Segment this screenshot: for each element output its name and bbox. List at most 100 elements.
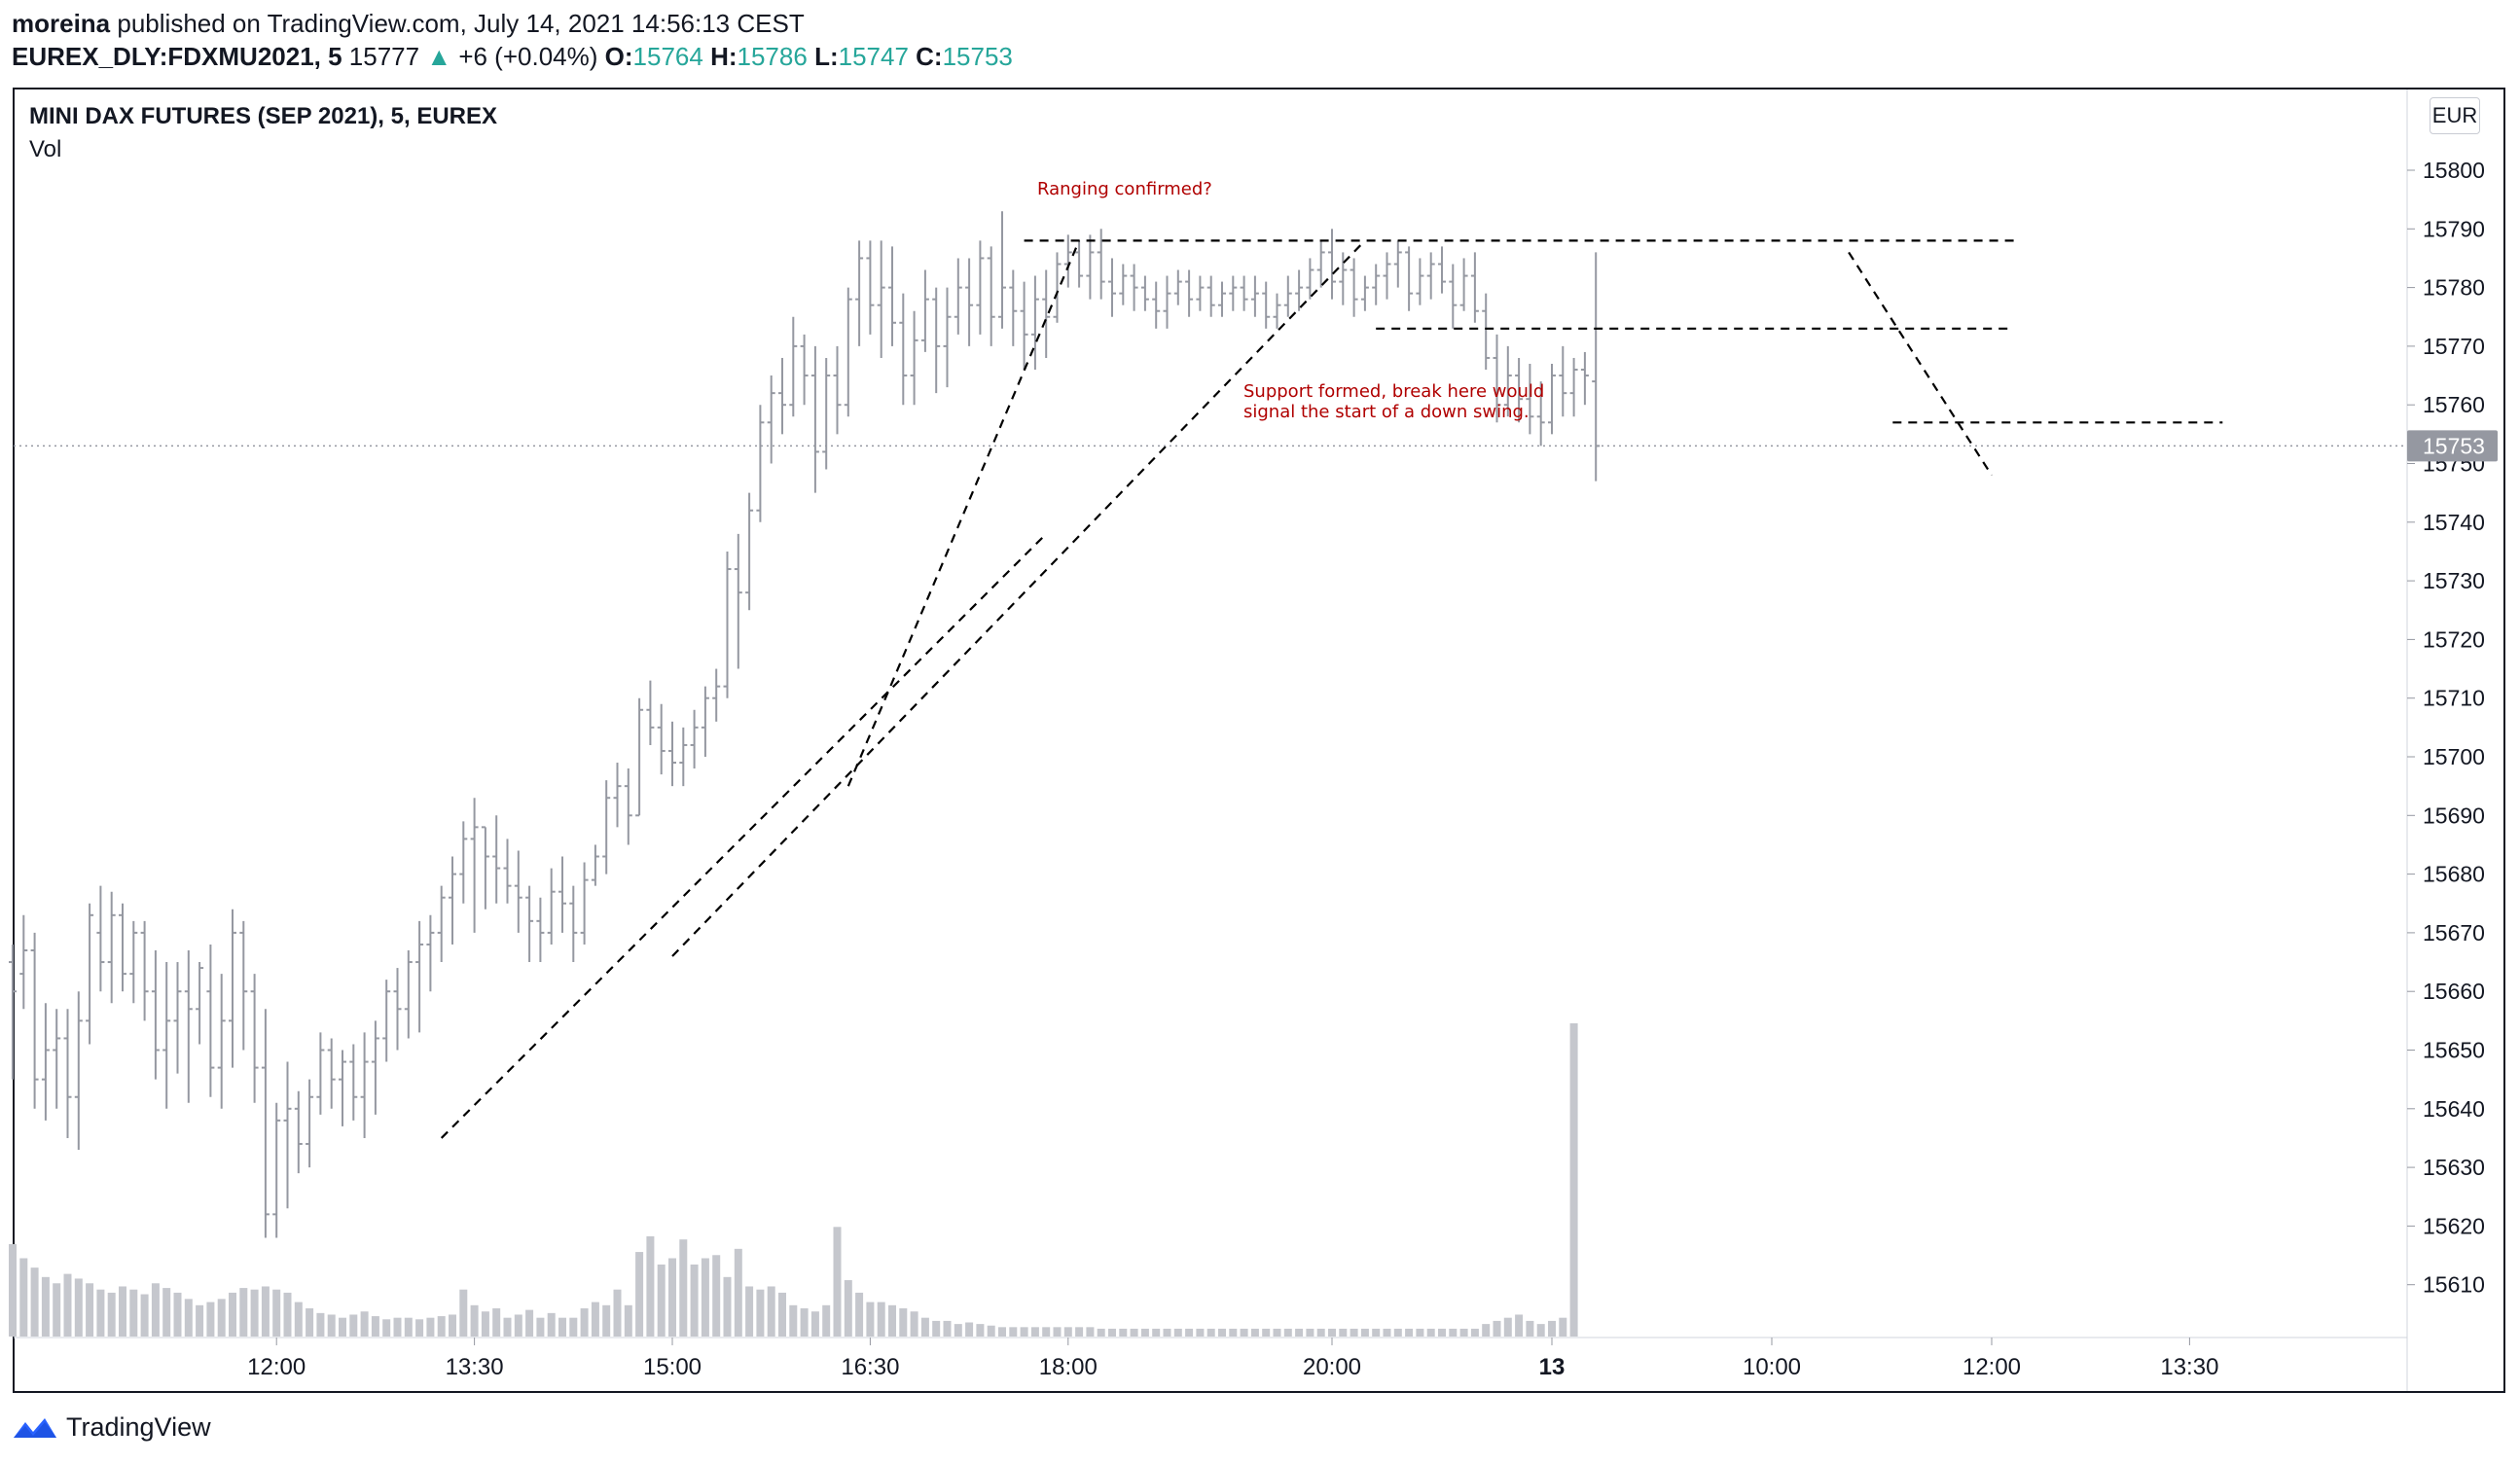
volume-bar xyxy=(954,1324,962,1337)
volume-bar xyxy=(920,1317,929,1337)
ohlc-bar xyxy=(19,914,28,1010)
volume-bar xyxy=(569,1317,578,1337)
volume-bar xyxy=(987,1325,995,1337)
volume-bar xyxy=(250,1289,259,1337)
ohlc-bar xyxy=(162,962,171,1109)
volume-bar xyxy=(1086,1327,1095,1337)
volume-bar xyxy=(107,1292,116,1337)
ohlc-bar xyxy=(459,821,468,904)
volume-bar xyxy=(283,1292,292,1337)
volume-bar xyxy=(327,1314,336,1337)
ohlc-bar xyxy=(1030,275,1039,371)
ohlc-bar xyxy=(701,686,709,757)
open-value: 15764 xyxy=(632,42,703,71)
ohlc-bar xyxy=(119,903,126,992)
volume-bar xyxy=(1130,1328,1138,1337)
ohlc-bar xyxy=(1196,275,1205,311)
symbol-info: EUREX_DLY:FDXMU2021, 5 15777 ▲ +6 (+0.04… xyxy=(12,41,1013,72)
currency-button[interactable]: EUR xyxy=(2430,97,2480,134)
ohlc-bar xyxy=(844,287,852,417)
volume-bar xyxy=(1273,1328,1281,1337)
ohlc-bar xyxy=(646,680,655,745)
ohlc-bar xyxy=(1316,240,1325,288)
time-tick-label: 15:00 xyxy=(643,1354,702,1380)
volume-bar xyxy=(1196,1328,1205,1337)
volume-bar xyxy=(701,1258,709,1337)
volume-bar xyxy=(140,1294,149,1337)
volume-bar xyxy=(30,1267,39,1337)
ohlc-bar xyxy=(1053,252,1062,323)
volume-bar xyxy=(1360,1328,1369,1337)
price-tick-label: 15780 xyxy=(2423,275,2485,301)
volume-bar xyxy=(525,1309,534,1337)
price-tick-label: 15650 xyxy=(2423,1038,2485,1063)
ohlc-bar xyxy=(426,914,435,992)
ohlc-bar xyxy=(437,885,446,963)
ohlc-bar xyxy=(53,1009,61,1109)
ohlc-bar xyxy=(800,334,809,406)
ohlc-bar xyxy=(1108,258,1116,317)
volume-bar xyxy=(767,1286,775,1337)
ohlc-bar xyxy=(173,962,182,1074)
ohlc-bar xyxy=(877,240,885,358)
ohlc-bar xyxy=(129,920,138,1004)
ohlc-bar xyxy=(229,909,236,1068)
ohlc-bar xyxy=(1206,275,1215,317)
volume-bar xyxy=(558,1317,566,1337)
price-tick-label: 15670 xyxy=(2423,920,2485,946)
symbol-name[interactable]: EUREX_DLY:FDXMU2021, 5 xyxy=(12,42,342,71)
publish-info: moreina published on TradingView.com, Ju… xyxy=(12,8,805,39)
ohlc-bar xyxy=(1383,252,1391,300)
ohlc-bar xyxy=(1536,381,1545,446)
ohlc-bar xyxy=(910,310,918,406)
tradingview-brand[interactable]: TradingView xyxy=(12,1412,211,1443)
ohlc-bar xyxy=(756,405,765,522)
volume-bar xyxy=(1350,1328,1358,1337)
volume-bar xyxy=(965,1322,974,1337)
price-tick-label: 15790 xyxy=(2423,216,2485,241)
volume-bar xyxy=(1503,1317,1512,1337)
ohlc-bar xyxy=(1152,281,1161,329)
volume-bar xyxy=(1229,1328,1238,1337)
chart-title: MINI DAX FUTURES (SEP 2021), 5, EUREX xyxy=(29,103,498,129)
volume-bar xyxy=(1393,1328,1402,1337)
ohlc-bar xyxy=(1063,234,1072,288)
volume-bar xyxy=(932,1320,941,1337)
ohlc-bar xyxy=(261,1009,270,1238)
volume-bar xyxy=(53,1283,61,1337)
volume-bar xyxy=(1030,1327,1039,1337)
volume-bar xyxy=(810,1311,819,1337)
volume-bar xyxy=(877,1302,885,1337)
ohlc-bar xyxy=(1140,275,1149,311)
annotation-text: signal the start of a down swing. xyxy=(1243,402,1530,422)
ohlc-bar xyxy=(404,949,413,1039)
ohlc-bar xyxy=(1328,229,1336,300)
volume-bar xyxy=(833,1227,842,1337)
volume-bar xyxy=(19,1258,28,1337)
volume-bar xyxy=(547,1312,556,1337)
author-name[interactable]: moreina xyxy=(12,9,111,38)
volume-bar xyxy=(1250,1328,1259,1337)
ohlc-bar xyxy=(833,345,842,435)
volume-bar xyxy=(1316,1328,1325,1337)
volume-bar xyxy=(206,1302,215,1337)
volume-bar xyxy=(360,1311,369,1337)
volume-bar xyxy=(151,1283,160,1337)
volume-bar xyxy=(503,1317,512,1337)
price-tick-label: 15660 xyxy=(2423,979,2485,1004)
ohlc-bar xyxy=(470,798,479,933)
ohlc-bar xyxy=(1240,275,1248,311)
ohlc-bar xyxy=(449,856,456,945)
volume-bar xyxy=(393,1317,402,1337)
time-tick-label: 12:00 xyxy=(247,1354,306,1380)
volume-bar xyxy=(1240,1328,1248,1337)
price-tick-label: 15800 xyxy=(2423,158,2485,183)
volume-bar xyxy=(63,1273,72,1337)
ohlc-bar xyxy=(866,240,875,335)
volume-bar xyxy=(613,1289,622,1337)
volume-bar xyxy=(459,1289,468,1337)
ohlc-bar xyxy=(151,949,160,1080)
volume-bar xyxy=(800,1308,809,1337)
ohlc-bar xyxy=(415,920,424,1033)
